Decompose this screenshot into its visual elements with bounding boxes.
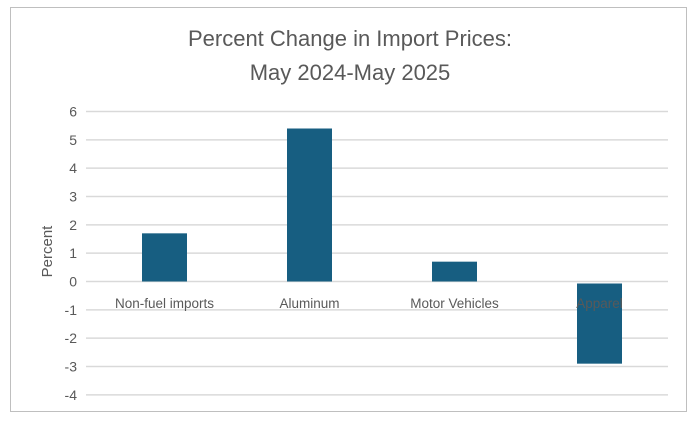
y-tick-label: -4 <box>65 387 78 403</box>
bar-apparel <box>577 283 622 364</box>
bar-non-fuel-imports <box>142 233 187 282</box>
bar-motor-vehicles <box>432 261 477 282</box>
x-tick-label: Non-fuel imports <box>115 296 214 311</box>
x-tick-label: Motor Vehicles <box>410 296 499 311</box>
y-tick-label: 1 <box>69 245 77 261</box>
chart-frame <box>10 7 687 412</box>
x-tick-label: Apparel <box>576 296 623 311</box>
y-tick-label: 3 <box>69 189 77 205</box>
x-tick-label: Aluminum <box>279 296 339 311</box>
y-tick-label: -2 <box>65 330 78 346</box>
y-tick-label: -3 <box>65 359 78 375</box>
bar-aluminum <box>287 128 332 282</box>
chart-title-line-1: Percent Change in Import Prices: <box>187 26 513 51</box>
y-tick-label: 5 <box>69 132 77 148</box>
y-tick-label: -1 <box>65 302 78 318</box>
y-tick-label: 2 <box>69 217 77 233</box>
y-tick-label: 4 <box>69 160 77 176</box>
y-tick-label: 0 <box>69 274 77 290</box>
y-axis-label: Percent <box>39 225 56 278</box>
y-tick-label: 6 <box>69 104 77 120</box>
chart-title-line-2: May 2024-May 2025 <box>249 60 451 85</box>
